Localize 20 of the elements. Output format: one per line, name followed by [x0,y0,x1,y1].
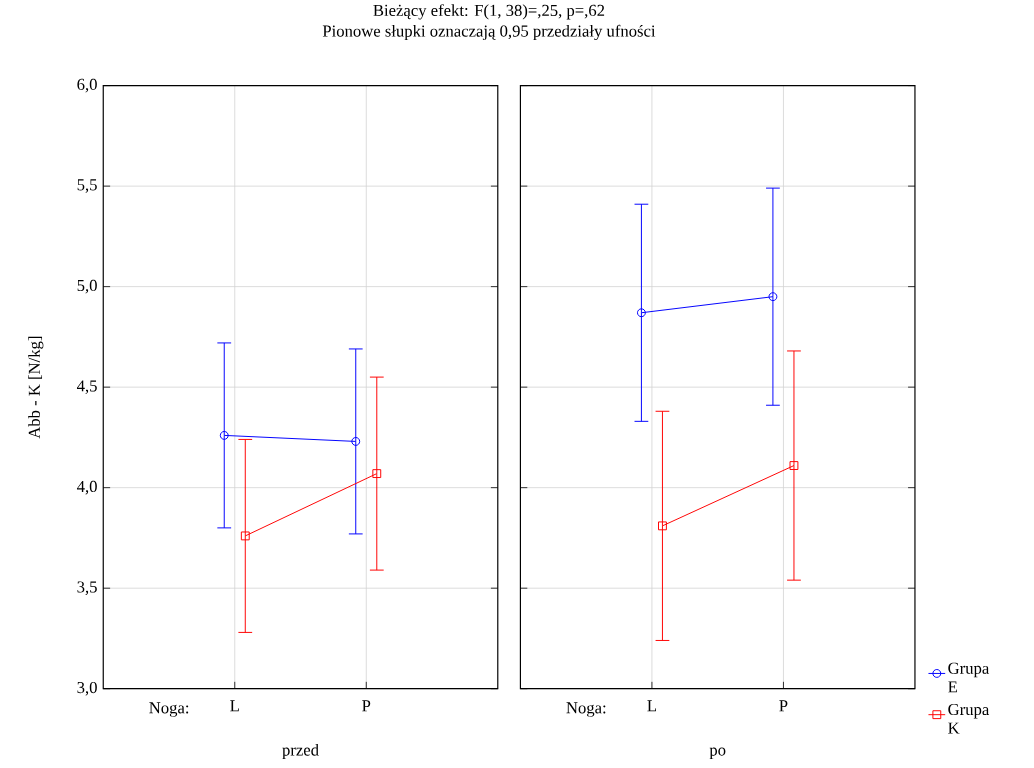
text: Noga: [149,702,189,717]
legend-label: Grupa K [948,703,990,734]
y-tick-label: 4,5 [76,380,97,394]
y-axis-title: Abb - K [N/kg] [28,336,44,439]
text: Noga: [566,702,606,717]
legend-label: Grupa E [948,662,990,693]
chart-subtitle: Pionowe słupki oznaczają 0,95 przedziały ufności [322,24,656,40]
y-tick-label: 5,5 [77,179,97,193]
chart-title: Bieżący efekt: F(1, 38)=,25, p=,62 [373,3,605,20]
y-tick-label: 6,0 [77,78,97,93]
x-tick-label: L [230,700,239,712]
x-tick-label: P [779,700,788,712]
y-tick-label: 3,0 [77,681,97,696]
x-tick-label: P [362,700,371,712]
y-tick-label: 5,0 [77,279,97,294]
y-tick-label: 4,0 [76,480,97,495]
x-axis-title: po [709,747,726,759]
x-tick-label: L [647,700,657,712]
x-axis-title: przed [282,743,319,759]
y-tick-label: 3,5 [77,581,97,595]
